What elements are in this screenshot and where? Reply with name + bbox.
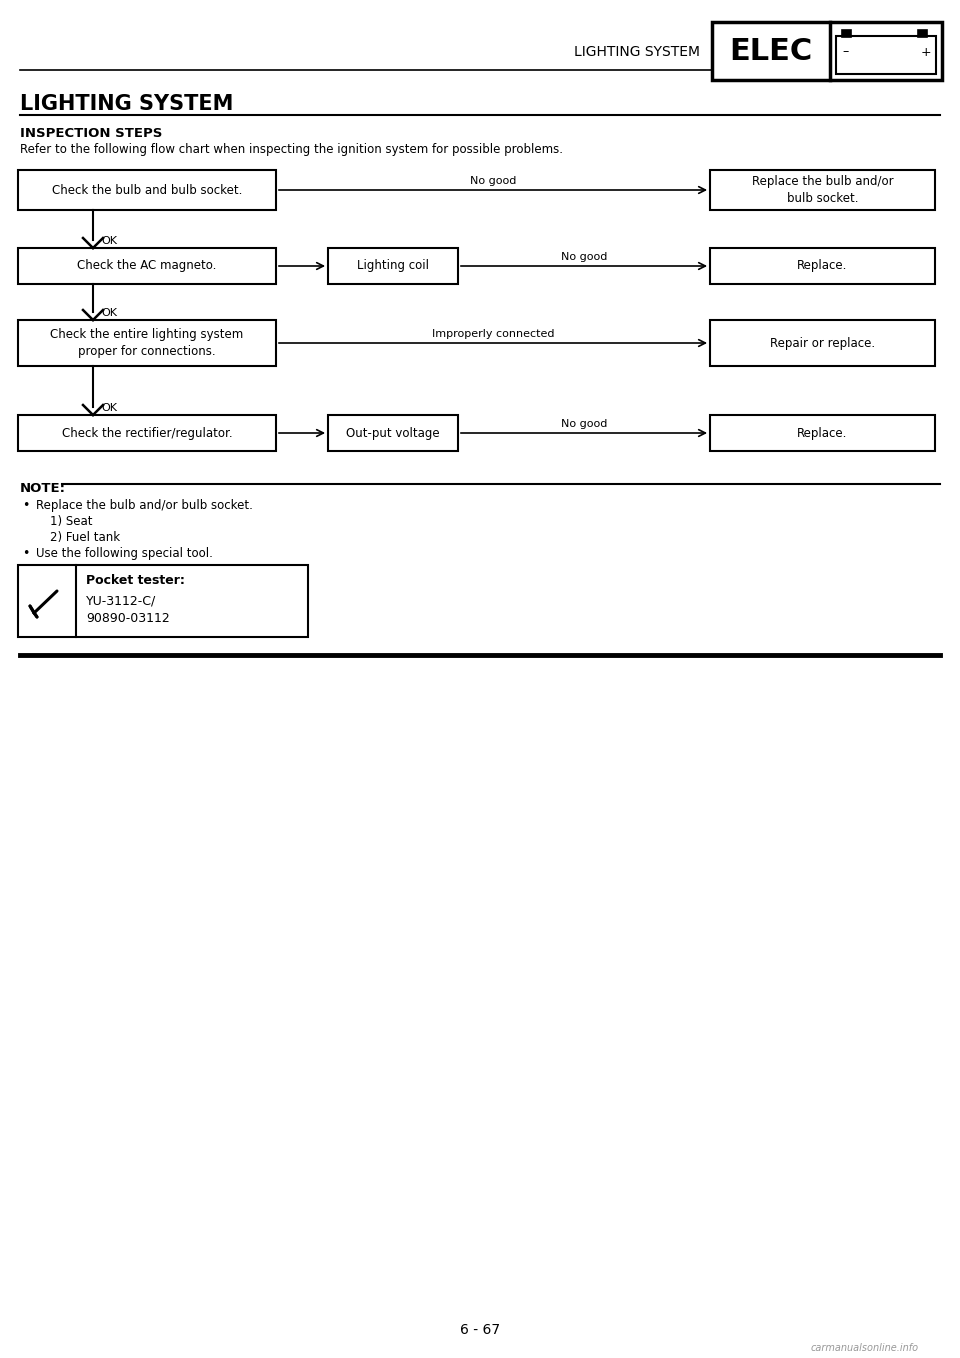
Text: No good: No good [469,177,516,186]
Text: 2) Fuel tank: 2) Fuel tank [50,531,120,545]
Bar [710,320,935,367]
Bar [328,249,458,284]
Text: Refer to the following flow chart when inspecting the ignition system for possib: Refer to the following flow chart when i… [20,143,563,156]
Text: Replace the bulb and/or bulb socket.: Replace the bulb and/or bulb socket. [36,498,252,512]
Text: LIGHTING SYSTEM: LIGHTING SYSTEM [20,94,233,114]
Text: Replace the bulb and/or
bulb socket.: Replace the bulb and/or bulb socket. [752,175,894,205]
Text: carmanualsonline.info: carmanualsonline.info [811,1343,919,1353]
Text: YU-3112-C/: YU-3112-C/ [86,595,156,607]
Text: Replace.: Replace. [798,259,848,273]
Text: Check the bulb and bulb socket.: Check the bulb and bulb socket. [52,183,242,197]
Text: Lighting coil: Lighting coil [357,259,429,273]
Text: ELEC: ELEC [730,37,812,65]
Bar [18,565,308,637]
Bar [18,320,276,367]
Bar [712,22,942,80]
Text: OK: OK [101,308,117,318]
Bar [836,37,936,73]
Text: INSPECTION STEPS: INSPECTION STEPS [20,128,162,140]
Text: Replace.: Replace. [798,426,848,440]
Text: Improperly connected: Improperly connected [432,329,554,340]
Text: –: – [843,46,850,58]
Bar [18,170,276,210]
Text: Repair or replace.: Repair or replace. [770,337,876,349]
Bar [18,249,276,284]
Text: No good: No good [561,420,607,429]
Text: OK: OK [101,236,117,246]
Text: No good: No good [561,253,607,262]
Text: Use the following special tool.: Use the following special tool. [36,547,213,559]
Text: Check the rectifier/regulator.: Check the rectifier/regulator. [61,426,232,440]
Text: •: • [22,498,30,512]
Text: Out-put voltage: Out-put voltage [347,426,440,440]
Text: 1) Seat: 1) Seat [50,515,92,528]
Bar [918,30,927,37]
Text: •: • [22,547,30,559]
Bar [710,416,935,451]
Text: Pocket tester:: Pocket tester: [86,574,185,588]
Bar [328,416,458,451]
Bar [710,170,935,210]
Text: LIGHTING SYSTEM: LIGHTING SYSTEM [574,45,700,58]
Bar [710,249,935,284]
Text: NOTE:: NOTE: [20,482,66,496]
Text: +: + [921,46,931,58]
Text: Check the AC magneto.: Check the AC magneto. [78,259,217,273]
Text: OK: OK [101,403,117,413]
Text: 6 - 67: 6 - 67 [460,1323,500,1338]
Text: 90890-03112: 90890-03112 [86,612,170,626]
Text: Check the entire lighting system
proper for connections.: Check the entire lighting system proper … [50,329,244,359]
Bar [18,416,276,451]
Bar [842,30,851,37]
